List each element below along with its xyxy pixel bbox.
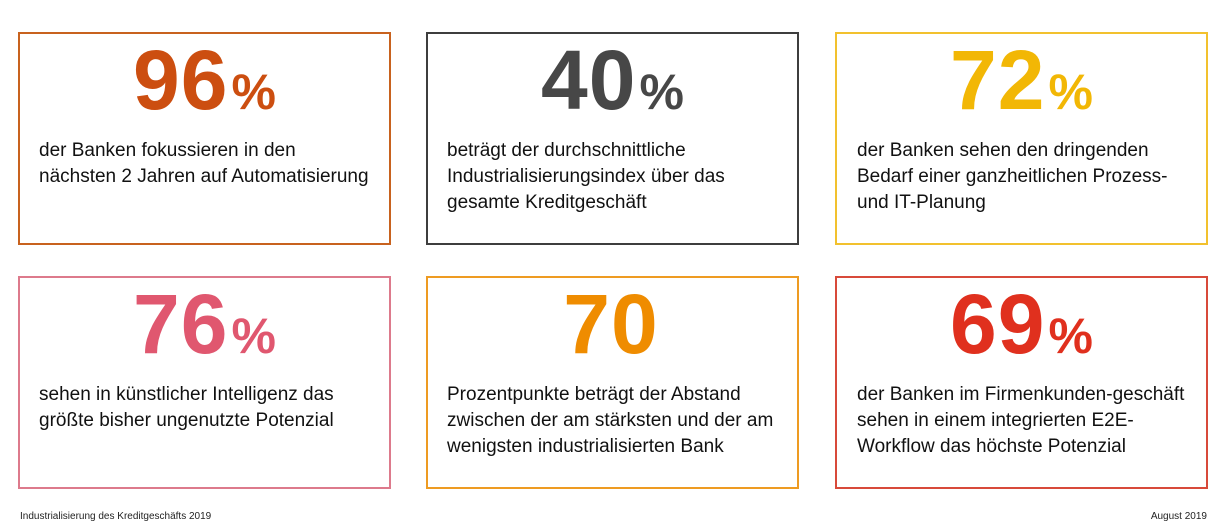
stat-number: 40 <box>541 33 637 127</box>
stat-card-e2e-workflow: 69% der Banken im Firmenkunden-geschäft … <box>835 276 1208 489</box>
stat-value: 70 <box>428 282 797 366</box>
stat-number: 70 <box>563 277 659 371</box>
stat-card-abstand: 70 Prozentpunkte beträgt der Abstand zwi… <box>426 276 799 489</box>
stat-description: der Banken im Firmenkunden-geschäft sehe… <box>857 384 1185 457</box>
stat-percent-sign: % <box>639 64 684 120</box>
stat-number: 76 <box>133 277 229 371</box>
stat-number: 69 <box>950 277 1046 371</box>
stat-number: 72 <box>950 33 1046 127</box>
stat-card-kuenstliche-intelligenz: 76% sehen in künstlicher Intelligenz das… <box>18 276 391 489</box>
stat-percent-sign: % <box>231 308 276 364</box>
stat-description: Prozentpunkte beträgt der Abstand zwisch… <box>447 384 774 457</box>
stat-description: der Banken sehen den dringenden Bedarf e… <box>857 140 1168 213</box>
stat-description: der Banken fokussieren in den nächsten 2… <box>39 140 369 187</box>
stat-percent-sign: % <box>1048 64 1093 120</box>
stat-percent-sign: % <box>1048 308 1093 364</box>
stat-percent-sign: % <box>231 64 276 120</box>
stat-card-planung: 72% der Banken sehen den dringenden Beda… <box>835 32 1208 245</box>
stat-description: beträgt der durchschnittliche Industrial… <box>447 140 725 213</box>
stat-value: 72% <box>837 38 1206 122</box>
stat-card-automatisierung: 96% der Banken fokussieren in den nächst… <box>18 32 391 245</box>
stat-value: 40% <box>428 38 797 122</box>
stat-card-industrialisierungsindex: 40% beträgt der durchschnittliche Indust… <box>426 32 799 245</box>
footer-title: Industrialisierung des Kreditgeschäfts 2… <box>20 511 212 522</box>
stat-description: sehen in künstlicher Intelligenz das grö… <box>39 384 334 431</box>
stat-number: 96 <box>133 33 229 127</box>
stat-value: 69% <box>837 282 1206 366</box>
stat-value: 96% <box>20 38 389 122</box>
stat-value: 76% <box>20 282 389 366</box>
footer-date: August 2019 <box>1150 511 1207 522</box>
